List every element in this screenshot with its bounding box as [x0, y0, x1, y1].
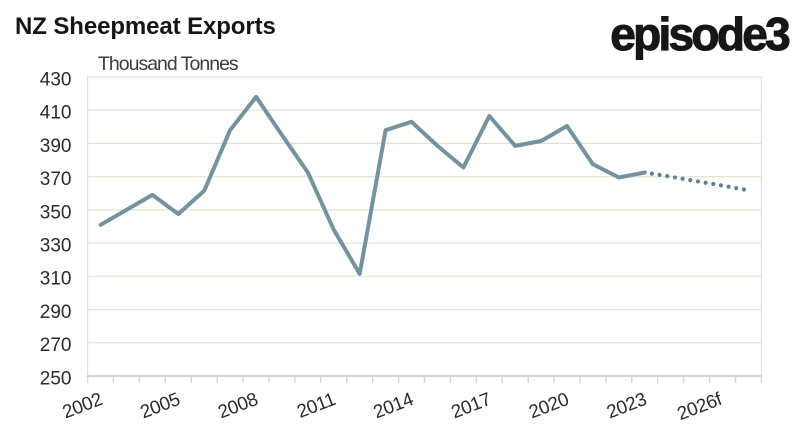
- svg-text:310: 310: [40, 269, 72, 290]
- svg-text:2008: 2008: [215, 388, 261, 422]
- svg-text:290: 290: [40, 302, 72, 323]
- svg-text:2005: 2005: [137, 388, 183, 422]
- svg-text:390: 390: [40, 136, 72, 157]
- svg-text:2026f: 2026f: [674, 388, 725, 424]
- svg-text:2011: 2011: [294, 388, 338, 422]
- svg-text:250: 250: [40, 368, 72, 389]
- svg-text:2017: 2017: [448, 388, 494, 422]
- svg-text:2014: 2014: [370, 388, 416, 422]
- svg-text:410: 410: [40, 103, 72, 124]
- svg-text:270: 270: [40, 335, 72, 356]
- svg-text:2002: 2002: [59, 388, 105, 422]
- svg-text:2020: 2020: [526, 388, 572, 422]
- svg-text:370: 370: [40, 169, 72, 190]
- svg-text:350: 350: [40, 202, 72, 223]
- svg-text:330: 330: [40, 236, 72, 257]
- svg-text:430: 430: [40, 69, 72, 90]
- svg-text:2023: 2023: [604, 388, 650, 422]
